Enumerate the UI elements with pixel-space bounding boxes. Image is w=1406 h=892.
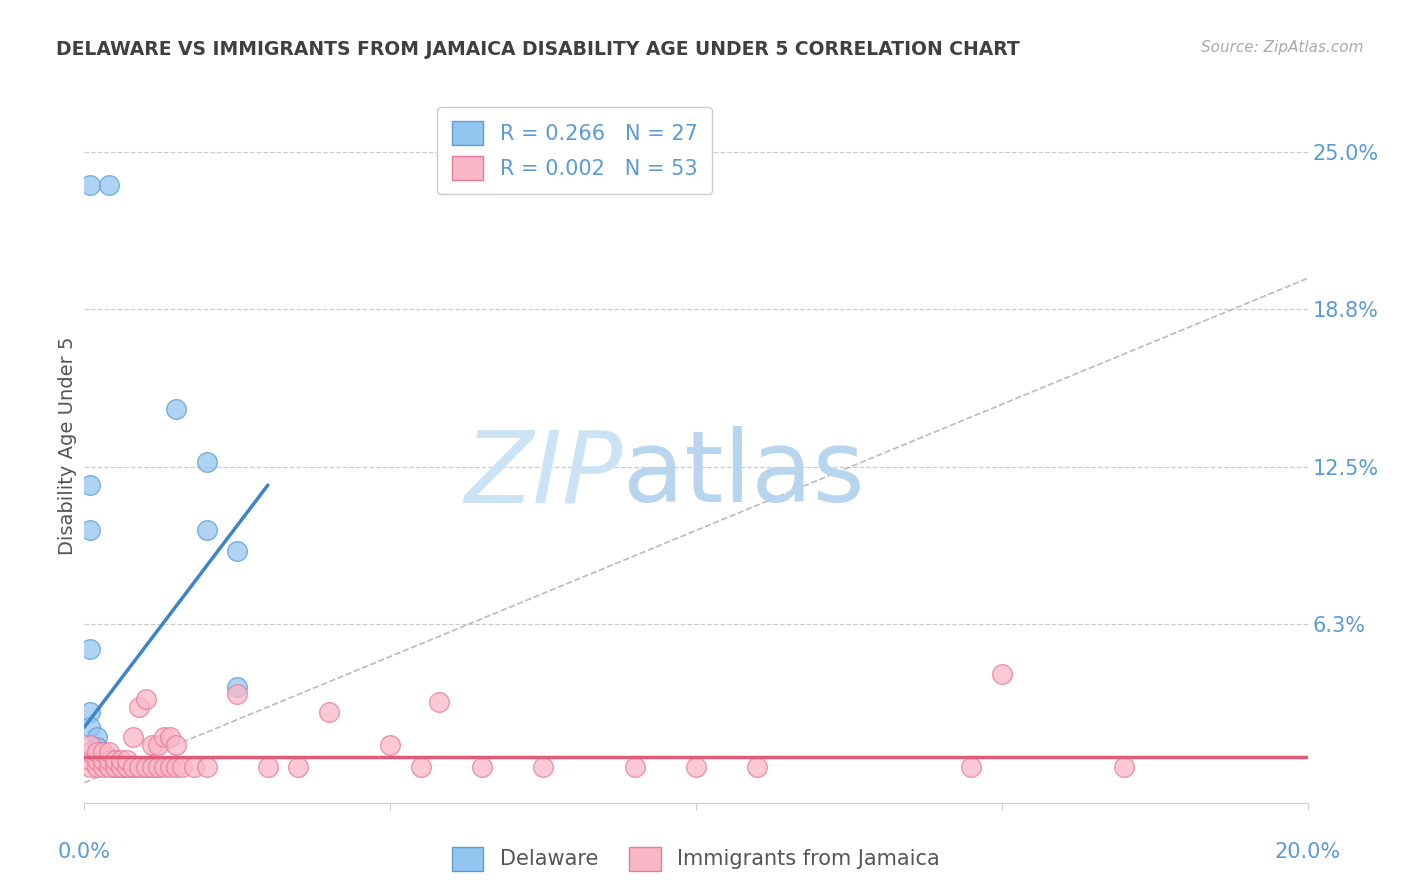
Point bbox=[104, 756, 127, 770]
Point bbox=[97, 753, 120, 767]
Point bbox=[79, 760, 101, 774]
Point bbox=[685, 760, 707, 774]
Point bbox=[747, 760, 769, 774]
Point bbox=[110, 760, 132, 774]
Point bbox=[86, 753, 108, 767]
Point bbox=[287, 760, 309, 774]
Point bbox=[380, 738, 402, 752]
Point bbox=[471, 760, 494, 774]
Point bbox=[135, 760, 157, 774]
Point bbox=[960, 760, 983, 774]
Point bbox=[110, 760, 132, 774]
Point bbox=[226, 543, 249, 558]
Point bbox=[165, 402, 187, 417]
Point bbox=[624, 760, 647, 774]
Point bbox=[991, 667, 1014, 681]
Point bbox=[97, 750, 120, 764]
Point bbox=[153, 731, 176, 745]
Point bbox=[172, 760, 194, 774]
Point bbox=[165, 760, 187, 774]
Point bbox=[86, 760, 108, 774]
Text: Source: ZipAtlas.com: Source: ZipAtlas.com bbox=[1201, 40, 1364, 55]
Legend: Delaware, Immigrants from Jamaica: Delaware, Immigrants from Jamaica bbox=[437, 832, 955, 885]
Point bbox=[409, 760, 432, 774]
Point bbox=[153, 760, 176, 774]
Point bbox=[115, 760, 138, 774]
Point bbox=[91, 745, 114, 759]
Point bbox=[115, 753, 138, 767]
Text: atlas: atlas bbox=[623, 426, 865, 523]
Point bbox=[226, 680, 249, 694]
Point bbox=[195, 760, 218, 774]
Point bbox=[1114, 760, 1136, 774]
Point bbox=[79, 745, 101, 759]
Point bbox=[531, 760, 554, 774]
Point bbox=[226, 687, 249, 701]
Point bbox=[195, 455, 218, 469]
Point bbox=[104, 760, 127, 774]
Y-axis label: Disability Age Under 5: Disability Age Under 5 bbox=[58, 337, 77, 555]
Point bbox=[79, 524, 101, 538]
Point bbox=[257, 760, 280, 774]
Point bbox=[122, 760, 145, 774]
Point bbox=[159, 760, 181, 774]
Point bbox=[146, 738, 169, 752]
Text: 20.0%: 20.0% bbox=[1274, 842, 1341, 862]
Point bbox=[79, 753, 101, 767]
Point bbox=[128, 760, 150, 774]
Point bbox=[91, 753, 114, 767]
Point bbox=[91, 760, 114, 774]
Point bbox=[122, 731, 145, 745]
Point bbox=[97, 745, 120, 759]
Point bbox=[135, 760, 157, 774]
Point bbox=[104, 753, 127, 767]
Point bbox=[122, 760, 145, 774]
Point bbox=[110, 760, 132, 774]
Point bbox=[128, 700, 150, 714]
Point bbox=[146, 760, 169, 774]
Point bbox=[86, 740, 108, 755]
Point bbox=[79, 705, 101, 719]
Point bbox=[97, 756, 120, 770]
Text: DELAWARE VS IMMIGRANTS FROM JAMAICA DISABILITY AGE UNDER 5 CORRELATION CHART: DELAWARE VS IMMIGRANTS FROM JAMAICA DISA… bbox=[56, 40, 1019, 59]
Point bbox=[79, 178, 101, 192]
Point bbox=[128, 760, 150, 774]
Point bbox=[146, 760, 169, 774]
Point bbox=[141, 738, 163, 752]
Point bbox=[427, 695, 450, 709]
Point bbox=[183, 760, 205, 774]
Point bbox=[195, 524, 218, 538]
Point bbox=[91, 750, 114, 764]
Text: ZIP: ZIP bbox=[464, 426, 623, 523]
Point bbox=[141, 760, 163, 774]
Point bbox=[79, 642, 101, 657]
Point bbox=[91, 745, 114, 759]
Point bbox=[86, 731, 108, 745]
Point bbox=[79, 478, 101, 492]
Point bbox=[159, 731, 181, 745]
Point bbox=[165, 738, 187, 752]
Point bbox=[97, 760, 120, 774]
Point bbox=[97, 178, 120, 192]
Point bbox=[135, 692, 157, 706]
Point bbox=[86, 745, 108, 759]
Point bbox=[110, 753, 132, 767]
Point bbox=[79, 738, 101, 752]
Text: 0.0%: 0.0% bbox=[58, 842, 111, 862]
Point bbox=[79, 720, 101, 734]
Point bbox=[318, 705, 340, 719]
Point bbox=[104, 760, 127, 774]
Point bbox=[115, 760, 138, 774]
